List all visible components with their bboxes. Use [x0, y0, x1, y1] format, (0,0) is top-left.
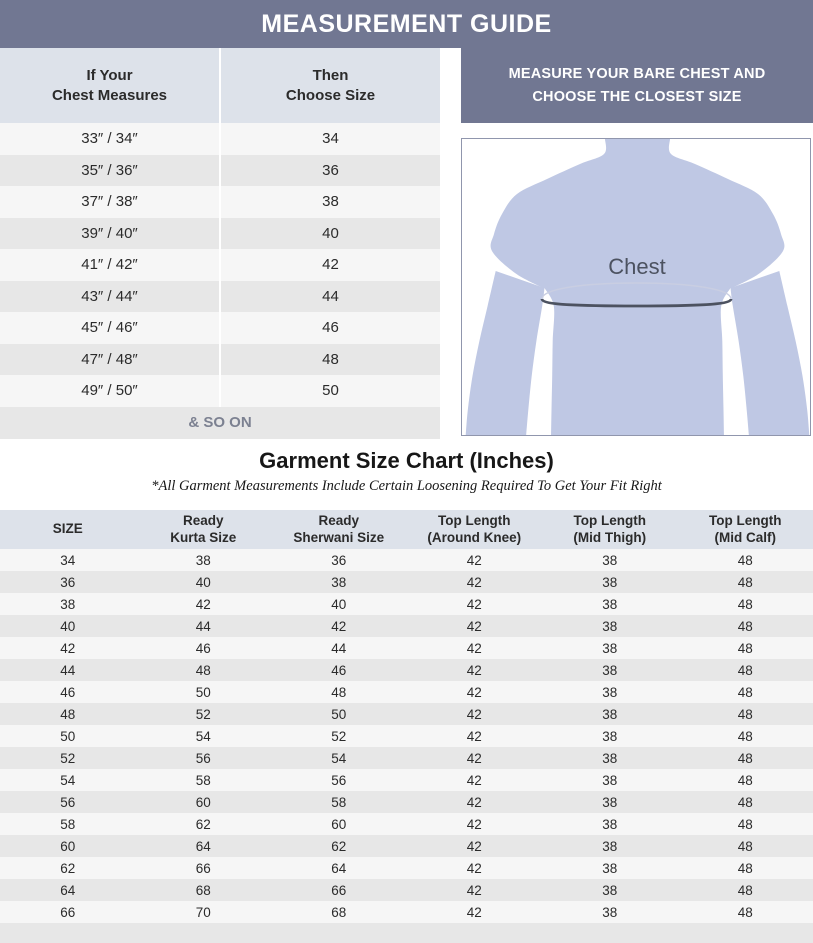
svg-text:Chest: Chest [608, 254, 665, 279]
